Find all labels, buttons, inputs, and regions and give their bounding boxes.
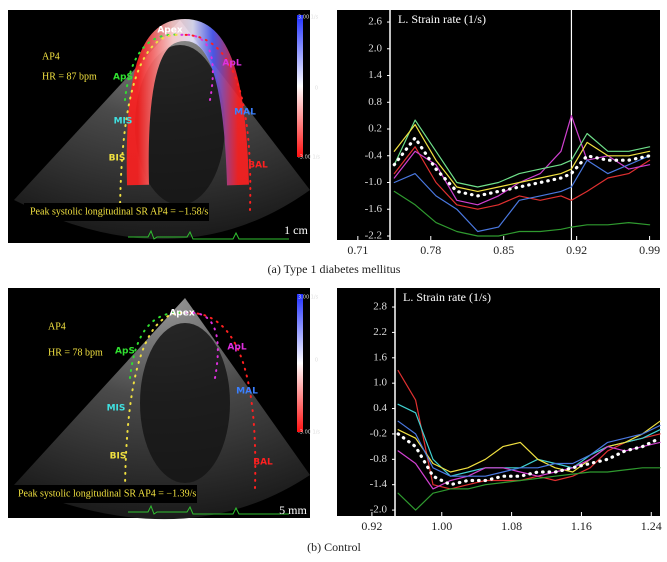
tracking-dots: [184, 311, 257, 489]
tracking-dots: [179, 33, 214, 101]
tracking-dots: [184, 311, 219, 379]
scale-label: 1 cm: [284, 223, 308, 237]
y-tick-label: 2.8: [373, 301, 387, 313]
y-tick-label: 1.4: [368, 69, 382, 81]
ventricle-cavity: [135, 45, 225, 205]
color-bar-label: -3.00 1/s: [298, 430, 320, 436]
tracking-dots: [124, 311, 186, 489]
tracking-dots: [124, 33, 181, 101]
view-label: AP4: [48, 321, 66, 332]
series-line: [397, 369, 661, 490]
segment-label: ApL: [227, 343, 246, 353]
y-tick-label: 1.6: [373, 351, 387, 363]
ecg-trace: [128, 504, 289, 515]
y-tick-label: -2.2: [365, 230, 382, 242]
color-bar-label: 0: [315, 86, 318, 92]
ventricle-cavity: [140, 323, 230, 483]
segment-label: BAL: [253, 458, 273, 468]
caption: (b) Control: [307, 540, 361, 554]
segment-label: BIS: [110, 452, 127, 462]
segment-label: MIS: [114, 117, 133, 127]
y-tick-label: -0.4: [365, 149, 383, 161]
y-tick-label: -0.8: [370, 453, 388, 465]
series-line: [397, 420, 661, 473]
x-tick-label: 1.16: [571, 519, 592, 533]
tracking-dots: [179, 33, 252, 211]
tracking-dots: [129, 311, 186, 379]
y-tick-label: 0.8: [368, 96, 382, 108]
segment-label: ApS: [115, 347, 135, 357]
segment-label: MAL: [234, 108, 256, 118]
chart-title: L. Strain rate (1/s): [403, 290, 491, 304]
heart-rate: HR = 78 bpm: [48, 347, 103, 358]
color-bar: [297, 15, 303, 157]
y-tick-label: -0.2: [370, 427, 387, 439]
color-bar-label: 0: [315, 358, 318, 364]
y-tick-label: 0.4: [373, 402, 387, 414]
x-tick-label: 0.92: [566, 243, 587, 257]
y-tick-label: 0.2: [368, 123, 382, 135]
y-tick-label: 2.0: [368, 42, 382, 54]
view-label: AP4: [42, 51, 60, 62]
y-tick-label: 1.0: [373, 377, 387, 389]
segment-label: BIS: [109, 154, 126, 164]
color-bar-label: 3.00 1/s: [298, 15, 319, 21]
peak-box: [12, 485, 197, 503]
x-tick-label: 1.00: [431, 519, 452, 533]
series-line: [392, 136, 652, 198]
heart-rate: HR = 87 bpm: [42, 71, 97, 82]
scale-label: 5 mm: [279, 503, 307, 517]
y-tick-label: 2.2: [373, 326, 387, 338]
color-bar-label: 3.00 1/s: [298, 295, 319, 301]
caption: (a) Type 1 diabetes mellitus: [268, 262, 401, 276]
plot-background: [337, 10, 660, 240]
peak-box: [24, 203, 209, 221]
segment-label: Apex: [157, 26, 183, 36]
y-tick-label: -1.0: [365, 176, 383, 188]
series-line: [393, 155, 651, 233]
chart-title: L. Strain rate (1/s): [398, 12, 486, 26]
ecg-trace: [128, 229, 289, 240]
y-tick-label: 2.6: [368, 16, 382, 28]
x-tick-label: 1.24: [641, 519, 662, 533]
segment-label: Apex: [169, 309, 195, 319]
x-tick-label: 0.99: [639, 243, 660, 257]
segment-label: ApL: [222, 59, 241, 69]
series-line: [397, 420, 661, 477]
series-line: [393, 119, 651, 188]
color-bar-label: -3.00 1/s: [298, 155, 320, 161]
y-tick-label: -1.6: [365, 203, 383, 215]
peak-sr: Peak systolic longitudinal SR AP4 = −1.5…: [30, 206, 208, 217]
peak-sr: Peak systolic longitudinal SR AP4 = −1.3…: [18, 488, 196, 499]
series-line: [393, 115, 651, 206]
y-tick-label: -2.0: [370, 504, 388, 516]
series-line: [393, 124, 651, 192]
strain-overlay: [126, 18, 249, 186]
series-line: [393, 190, 651, 237]
segment-label: ApS: [113, 73, 133, 83]
series-line: [397, 467, 661, 511]
color-bar: [297, 294, 303, 432]
x-tick-label: 1.08: [501, 519, 522, 533]
x-tick-label: 0.92: [361, 519, 382, 533]
tracking-dots: [119, 33, 181, 211]
y-tick-label: -1.4: [370, 478, 388, 490]
series-line: [396, 432, 662, 487]
x-tick-label: 0.85: [493, 243, 514, 257]
segment-label: MAL: [236, 387, 258, 397]
segment-label: MIS: [107, 404, 126, 414]
x-tick-label: 0.78: [420, 243, 441, 257]
x-tick-label: 0.71: [347, 243, 368, 257]
segment-label: BAL: [248, 161, 268, 171]
